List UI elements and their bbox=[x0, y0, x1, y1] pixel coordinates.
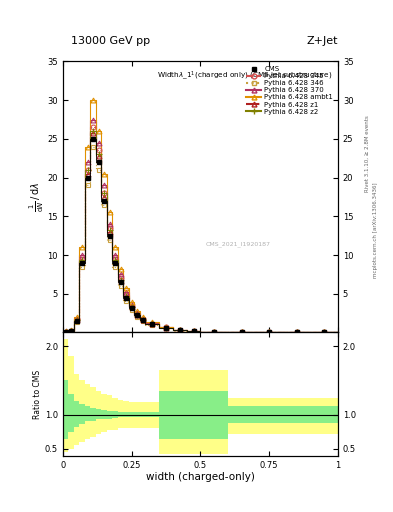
Text: 13000 GeV pp: 13000 GeV pp bbox=[71, 36, 150, 46]
Text: CMS_2021_I1920187: CMS_2021_I1920187 bbox=[206, 242, 271, 247]
Y-axis label: $\frac{1}{\mathrm{d}N}\,/\,\mathrm{d}\lambda$: $\frac{1}{\mathrm{d}N}\,/\,\mathrm{d}\la… bbox=[28, 182, 46, 212]
Text: Rivet 3.1.10, ≥ 2.8M events: Rivet 3.1.10, ≥ 2.8M events bbox=[365, 115, 370, 192]
Text: Z+Jet: Z+Jet bbox=[307, 36, 338, 46]
Text: mcplots.cern.ch [arXiv:1306.3436]: mcplots.cern.ch [arXiv:1306.3436] bbox=[373, 183, 378, 278]
Text: Width$\lambda\_1^1$(charged only) (CMS jet substructure): Width$\lambda\_1^1$(charged only) (CMS j… bbox=[157, 70, 332, 82]
X-axis label: width (charged-only): width (charged-only) bbox=[146, 472, 255, 482]
Y-axis label: Ratio to CMS: Ratio to CMS bbox=[33, 370, 42, 419]
Legend: CMS, Pythia 6.428 345, Pythia 6.428 346, Pythia 6.428 370, Pythia 6.428 ambt1, P: CMS, Pythia 6.428 345, Pythia 6.428 346,… bbox=[245, 65, 334, 116]
